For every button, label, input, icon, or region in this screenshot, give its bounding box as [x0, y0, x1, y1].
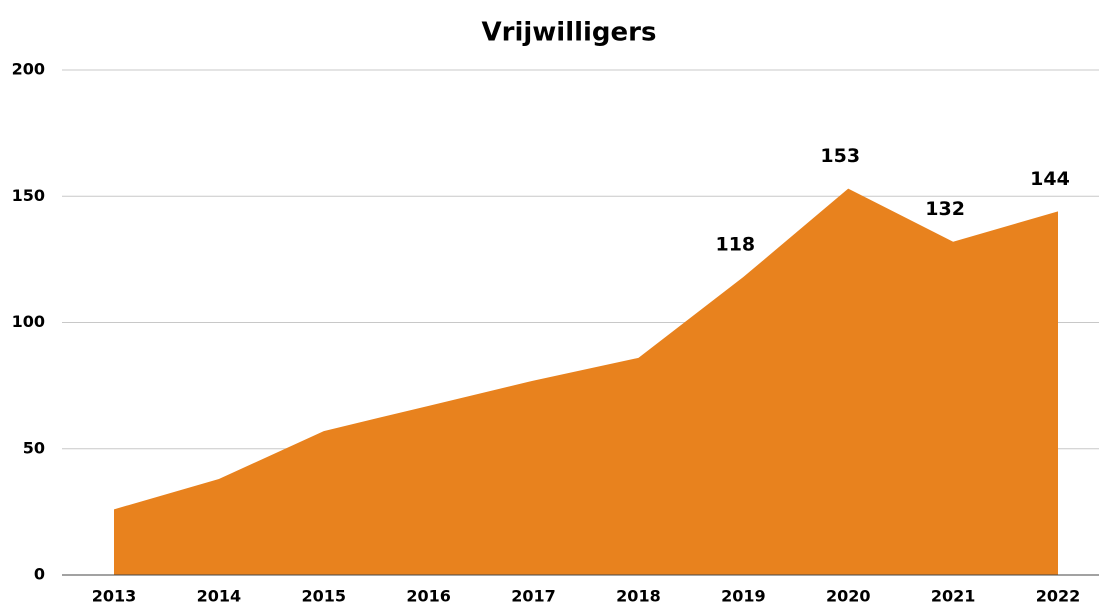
x-tick-label: 2014: [197, 587, 242, 605]
x-tick-label: 2020: [826, 587, 871, 605]
x-tick-label: 2018: [616, 587, 661, 605]
x-tick-label: 2013: [92, 587, 137, 605]
x-tick-label: 2017: [511, 587, 556, 605]
data-label: 144: [1030, 168, 1070, 190]
chart-title: Vrijwilligers: [482, 18, 657, 48]
y-tick-label: 200: [12, 60, 45, 79]
x-tick-label: 2016: [406, 587, 451, 605]
y-tick-label: 50: [23, 438, 45, 457]
x-tick-label: 2021: [931, 587, 976, 605]
data-label: 118: [715, 234, 755, 256]
data-label: 132: [925, 198, 965, 220]
x-tick-label: 2019: [721, 587, 766, 605]
y-tick-label: 150: [12, 186, 45, 205]
y-tick-label: 0: [34, 565, 45, 584]
area: [114, 188, 1058, 576]
data-label: 153: [820, 145, 860, 167]
x-tick-label: 2015: [302, 587, 347, 605]
y-tick-label: 100: [12, 312, 45, 331]
x-tick-label: 2022: [1036, 587, 1081, 605]
